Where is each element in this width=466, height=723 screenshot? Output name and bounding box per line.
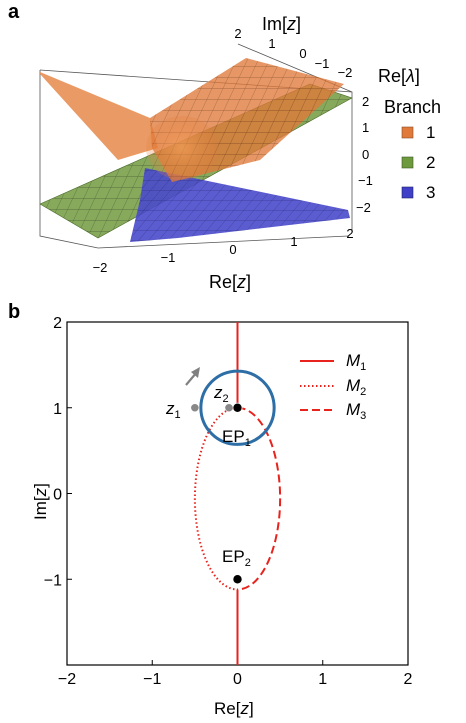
re-lambda-tick: 2 <box>362 94 369 109</box>
label-z1: z1 <box>165 399 181 421</box>
legend-label-m3: M3 <box>346 400 366 422</box>
im-z-axis-label: Im[z] <box>262 14 301 34</box>
legend-swatch-branch-3 <box>401 186 414 199</box>
im-z-tick: 0 <box>299 46 306 61</box>
surface-plot-3d <box>39 43 353 249</box>
re-lambda-tick: 1 <box>362 120 369 135</box>
x-ticks: −2 −1 0 1 2 <box>58 660 413 688</box>
legend-entry-branch-1: 1 <box>401 123 435 142</box>
label-ep1: EP1 <box>222 427 251 449</box>
y-tick-label: 0 <box>53 487 62 504</box>
im-z-ticks: 2 1 0 −1 −2 <box>234 26 352 80</box>
branch-legend: Branch 1 2 3 <box>384 97 441 202</box>
re-lambda-tick: −1 <box>358 173 373 188</box>
legend-label: 1 <box>426 123 435 142</box>
re-lambda-tick: −2 <box>356 200 371 215</box>
point-z2 <box>225 403 233 412</box>
x-tick-label: −2 <box>58 671 76 688</box>
branch-3-surface <box>130 168 350 242</box>
x-tick-label: 2 <box>404 671 413 688</box>
point-ep2 <box>233 575 242 584</box>
branch-1-surface <box>40 58 344 182</box>
legend-label-m1: M1 <box>346 351 366 373</box>
y-axis-label: Im[z] <box>31 483 50 520</box>
re-z-tick: 0 <box>229 242 236 257</box>
x-tick-label: −1 <box>143 671 161 688</box>
legend-swatch-branch-1 <box>401 126 414 139</box>
re-lambda-ticks: 2 1 0 −1 −2 <box>356 94 373 215</box>
legend-label-m2: M2 <box>346 376 366 398</box>
m3-curve <box>237 406 282 591</box>
re-z-tick: −2 <box>93 260 108 275</box>
legend-entry-branch-2: 2 <box>401 153 435 172</box>
legend-label: 2 <box>426 153 435 172</box>
label-z2: z2 <box>213 383 229 405</box>
re-z-tick: −1 <box>161 250 176 265</box>
legend-label: 3 <box>426 183 435 202</box>
y-tick-label: −1 <box>44 572 62 589</box>
point-ep1 <box>233 403 242 412</box>
x-axis-label: Re[z] <box>214 699 254 718</box>
im-z-tick: −1 <box>315 56 330 71</box>
panel-label-a: a <box>8 1 20 23</box>
points <box>191 402 243 585</box>
legend-title: Branch <box>384 97 441 117</box>
im-z-tick: 2 <box>234 26 241 41</box>
direction-arrow <box>185 367 200 386</box>
encircling-loop <box>199 369 276 446</box>
panel-label-b: b <box>8 301 20 323</box>
y-tick-label: 1 <box>53 401 62 418</box>
y-ticks: −1 0 1 2 <box>44 315 72 589</box>
re-z-ticks: −2 −1 0 1 2 <box>93 226 354 275</box>
im-z-tick: −2 <box>338 65 353 80</box>
re-lambda-tick: 0 <box>362 147 369 162</box>
im-z-tick: 1 <box>268 36 275 51</box>
legend-swatch-branch-2 <box>401 156 414 169</box>
re-z-axis-label: Re[z] <box>209 272 251 292</box>
re-lambda-axis-label: Re[λ] <box>378 66 420 86</box>
re-z-tick: 1 <box>290 234 297 249</box>
point-labels: z1 z2 EP1 EP2 <box>165 383 251 569</box>
curve-legend: M1 M2 M3 <box>300 351 366 422</box>
re-z-tick: 2 <box>346 226 353 241</box>
plot-b: −2 −1 0 1 2 −1 0 1 2 <box>44 315 413 688</box>
m2-curve <box>193 406 238 591</box>
x-tick-label: 1 <box>318 671 327 688</box>
label-ep2: EP2 <box>222 547 251 569</box>
legend-entry-branch-3: 3 <box>401 183 435 202</box>
y-tick-label: 2 <box>53 315 62 332</box>
point-z1 <box>191 403 199 412</box>
curves <box>193 322 282 665</box>
x-tick-label: 0 <box>233 671 242 688</box>
